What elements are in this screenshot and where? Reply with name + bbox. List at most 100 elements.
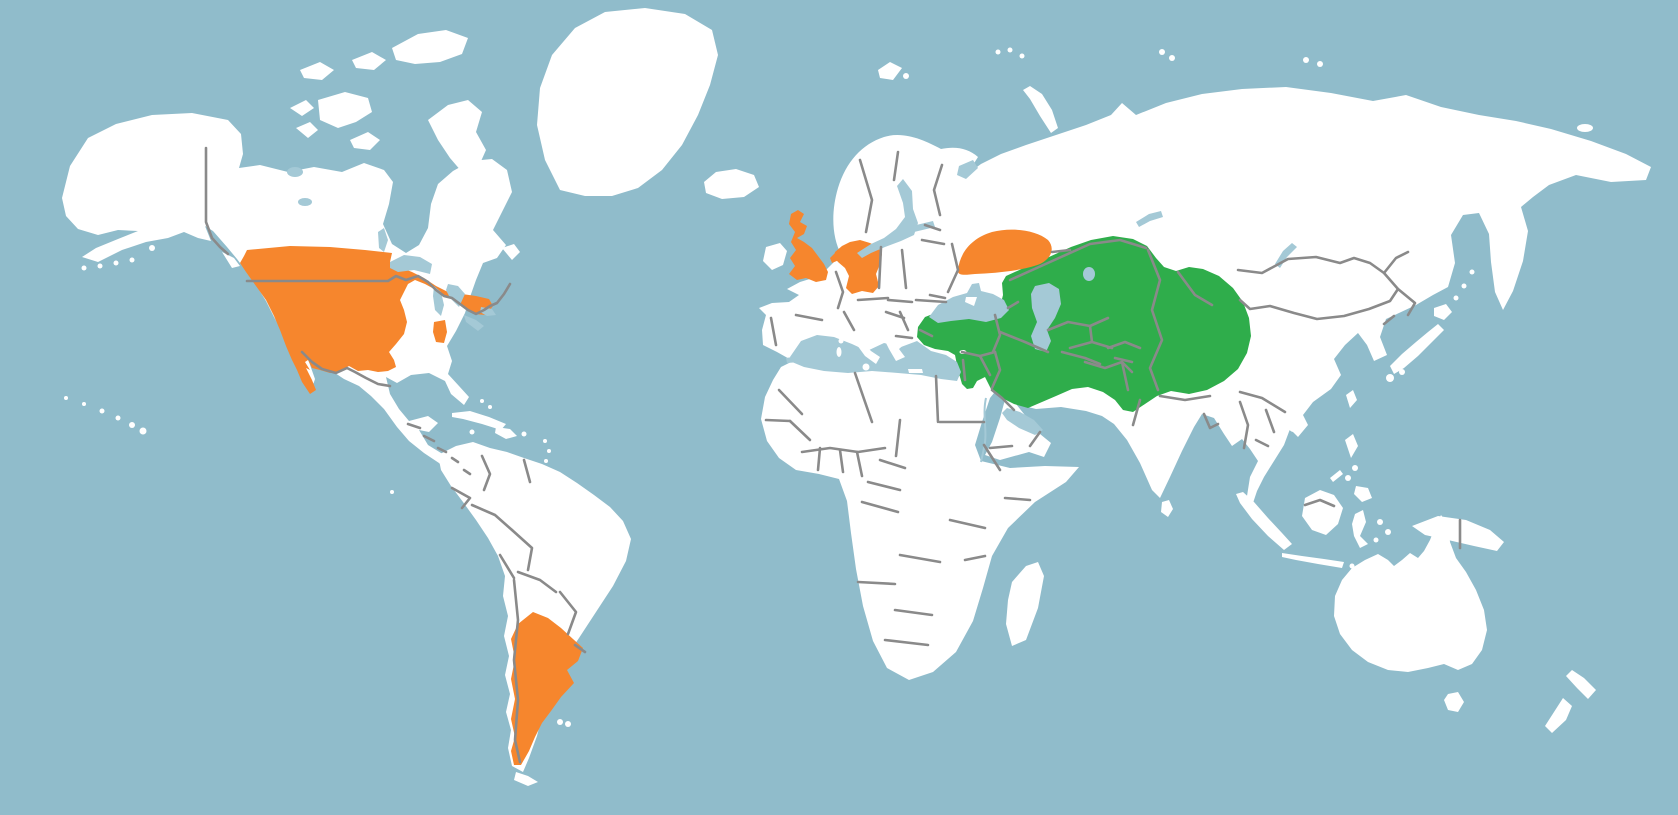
border-romania-carpathians: [914, 298, 948, 304]
border-china-west: [1146, 248, 1164, 392]
border-iran-east: [1060, 350, 1102, 366]
inland-water-group: [287, 160, 1297, 463]
border-libya-egypt: [934, 374, 940, 424]
island-hainan: [1288, 420, 1300, 432]
island-sicily: [862, 363, 870, 371]
arctic-island-banks: [290, 100, 314, 116]
island-hispaniola: [495, 427, 517, 439]
lake-winnipeg: [378, 228, 388, 252]
arctic-island: [300, 62, 334, 80]
island-sri-lanka: [1161, 500, 1173, 517]
border-venezuela-guyana: [522, 458, 532, 484]
lesser-antilles: [544, 459, 548, 463]
border-colombia-venezuela: [480, 454, 492, 492]
border-uzbek-vertical: [1088, 324, 1094, 344]
island-baffin: [428, 100, 486, 172]
border-morocco-algeria: [777, 388, 804, 416]
hawaii-island: [99, 408, 105, 414]
border-peru-brazil: [470, 503, 514, 532]
border-jordan-saudi: [990, 388, 1016, 412]
border-syria-iraq: [978, 354, 992, 377]
island-novaya-zemlya: [1023, 86, 1058, 133]
island-franz-josef: [1019, 53, 1025, 59]
border-kazakh-russia: [1008, 238, 1148, 282]
border-algeria-libya: [853, 371, 874, 424]
molucca-island: [1385, 529, 1391, 535]
border-south-africa: [883, 638, 930, 647]
island-luzon: [1345, 434, 1358, 458]
border-baltics: [923, 223, 942, 232]
aral-sea: [1083, 267, 1095, 281]
border-spain-portugal: [769, 316, 778, 347]
island-kodiak: [149, 245, 155, 251]
border-india-bangladesh: [1202, 412, 1220, 430]
island-falkland: [557, 719, 563, 725]
aleutian-island: [97, 263, 103, 269]
island-taiwan: [1346, 390, 1357, 408]
lake-balkhash: [1136, 211, 1163, 227]
arctic-island: [350, 132, 380, 150]
border-thailand-cambodia: [1254, 438, 1270, 448]
hawaii-island: [139, 427, 147, 435]
border-china-indochina: [1238, 390, 1287, 414]
border-france-spain: [794, 313, 824, 322]
border-moldova-ukraine: [928, 293, 947, 300]
border-chile-argentina: [512, 578, 522, 764]
new-zealand-south-island: [1545, 698, 1572, 733]
island-sakhalin: [1426, 240, 1440, 288]
border-turkmen-uzbek: [1046, 316, 1110, 332]
baltic-sea: [857, 179, 918, 258]
border-panama: [462, 468, 472, 476]
lesser-antilles: [547, 449, 551, 453]
border-botswana: [893, 608, 934, 617]
island-honshu: [1390, 324, 1444, 374]
gibraltar-strait: [786, 356, 800, 363]
region-introduced-great-britain: [789, 210, 828, 282]
island-puerto-rico: [521, 431, 527, 437]
island-madagascar: [1006, 562, 1044, 646]
kuril-island: [1469, 269, 1475, 275]
greece-peninsula: [885, 331, 908, 361]
island-sumatra: [1236, 492, 1292, 550]
aleutian-island: [81, 265, 87, 271]
border-central-america: [422, 434, 436, 443]
island-vancouver: [222, 252, 240, 268]
lake-erie: [464, 315, 484, 331]
island-cuba: [452, 411, 506, 430]
border-us-mexico: [300, 350, 392, 388]
molucca-island: [1373, 537, 1379, 543]
island-ellesmere: [392, 30, 468, 64]
border-brazil-argentina: [558, 590, 578, 636]
landmass-greenland: [537, 8, 718, 196]
molucca-island: [1377, 519, 1383, 525]
island-tasmania: [1444, 692, 1464, 712]
island-iceland: [704, 169, 759, 199]
gulf-of-finland: [912, 221, 935, 232]
hawaii-island: [64, 396, 68, 400]
island-timor: [1378, 566, 1396, 578]
island-mindanao: [1354, 486, 1372, 502]
border-iran-north: [998, 330, 1050, 354]
border-mexico-guatemala: [406, 422, 422, 430]
lesser-sunda-island: [1349, 563, 1355, 569]
border-burma-thailand: [1238, 400, 1250, 450]
island-palawan: [1330, 470, 1343, 482]
border-ethiopia: [982, 443, 1002, 472]
lesser-sunda-island: [1361, 565, 1367, 571]
border-laos-vietnam: [1264, 408, 1276, 434]
island-severnaya-zemlya: [1159, 49, 1165, 55]
new-siberian-island: [1303, 57, 1309, 63]
border-west-africa: [816, 446, 822, 472]
border-uruguay: [573, 643, 587, 654]
region-introduced-volga-russia: [957, 229, 1052, 275]
border-greece-north: [894, 334, 914, 340]
great-slave-lake: [298, 198, 312, 206]
lake-superior: [390, 255, 432, 274]
border-nigeria-cameroon: [855, 450, 864, 478]
region-introduced-michigan: [433, 320, 447, 343]
white-sea: [957, 160, 978, 179]
denmark: [849, 214, 865, 240]
border-central-america: [436, 446, 448, 454]
border-kyrgyz-tajik: [1106, 340, 1142, 350]
